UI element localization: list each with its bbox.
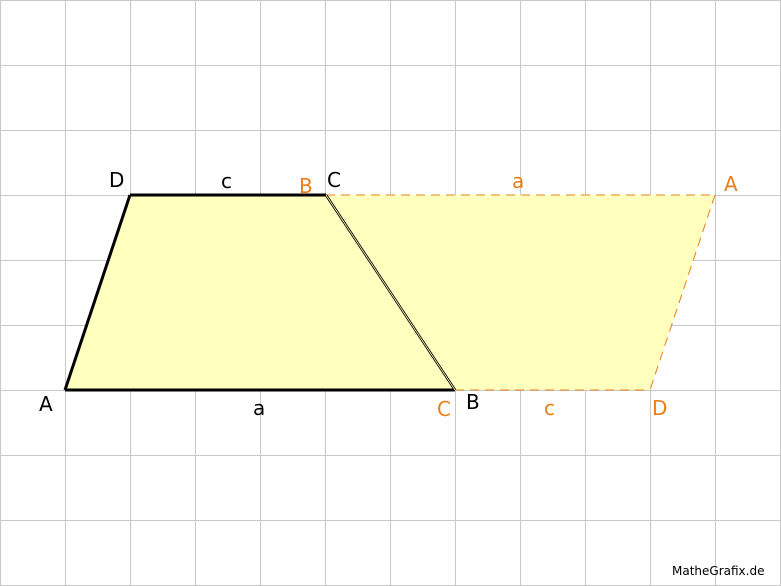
copy-vertex-label-c: C [437, 397, 451, 421]
copy-vertex-label-a: A [724, 172, 738, 196]
copy-side-label-a: a [512, 169, 524, 193]
rotated-copy-outline [326, 194, 716, 391]
copy-vertex-label-d: D [652, 396, 667, 420]
copy-side-right [649, 194, 716, 391]
vertex-label-d: D [109, 168, 124, 192]
copy-vertex-label-b: B [299, 174, 313, 198]
trapezoid-outline [63, 193, 457, 392]
trapezoid-side-ad [63, 194, 132, 391]
side-label-a: a [253, 396, 265, 420]
copy-side-label-c: c [544, 396, 555, 420]
side-label-c: c [221, 169, 232, 193]
vertex-label-c: C [327, 168, 341, 192]
trapezoid-side-bc-inner [325, 194, 456, 391]
watermark: MatheGrafix.de [672, 564, 764, 578]
vertex-label-a: A [39, 392, 53, 416]
vertex-label-b: B [466, 390, 480, 414]
